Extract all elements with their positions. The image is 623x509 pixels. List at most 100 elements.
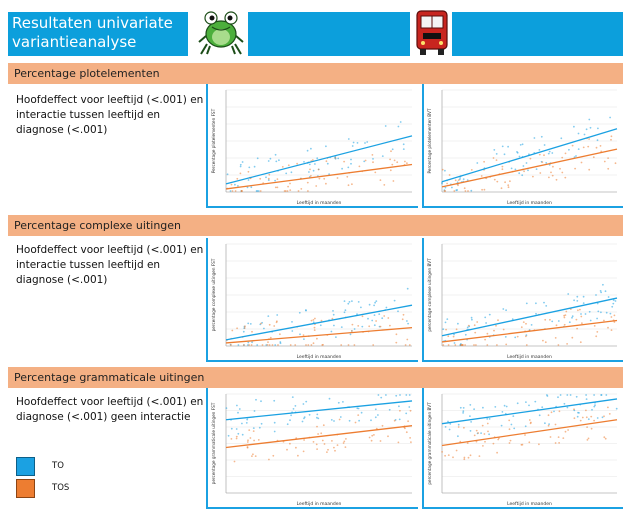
data-point — [597, 127, 599, 130]
data-point — [316, 416, 318, 419]
y-axis-label: percentage complexe uitingen FST — [211, 258, 216, 331]
data-point — [307, 190, 309, 192]
data-point — [548, 423, 550, 425]
data-point — [237, 432, 240, 435]
data-point — [408, 394, 411, 396]
data-point — [586, 426, 588, 428]
data-point — [514, 168, 517, 171]
data-point — [306, 181, 309, 184]
data-point — [234, 183, 236, 186]
data-point — [444, 426, 447, 428]
data-point — [559, 167, 561, 170]
data-point — [582, 146, 585, 149]
data-point — [611, 305, 614, 308]
data-point — [483, 188, 486, 191]
data-point — [316, 157, 319, 160]
data-point — [467, 190, 469, 192]
data-point — [368, 325, 371, 328]
data-point — [615, 407, 618, 410]
data-point — [317, 168, 320, 171]
data-point — [342, 442, 345, 444]
data-point — [544, 341, 547, 344]
data-point — [380, 396, 383, 399]
data-point — [502, 328, 505, 331]
data-point — [557, 320, 560, 322]
data-point — [305, 344, 307, 346]
data-point — [226, 173, 229, 176]
data-point — [473, 344, 475, 346]
data-point — [374, 408, 377, 411]
data-point — [377, 394, 380, 396]
data-point — [542, 339, 544, 342]
data-point — [564, 176, 567, 179]
data-point — [557, 436, 560, 438]
data-point — [357, 414, 360, 416]
data-point — [237, 185, 239, 187]
data-point — [318, 177, 321, 180]
data-point — [554, 442, 557, 444]
data-point — [525, 322, 527, 325]
data-point — [587, 418, 590, 421]
data-point — [543, 301, 545, 304]
data-point — [336, 444, 339, 446]
data-point — [344, 309, 347, 312]
data-point — [372, 344, 375, 346]
data-point — [501, 168, 504, 171]
data-point — [516, 151, 518, 153]
data-point — [373, 314, 376, 316]
data-point — [610, 138, 612, 141]
data-point — [343, 160, 345, 163]
data-point — [580, 315, 583, 318]
data-point — [575, 395, 578, 398]
data-point — [336, 177, 339, 179]
data-point — [373, 434, 375, 436]
data-point — [325, 160, 328, 163]
x-axis-label: Leeftijd in maanden — [507, 354, 552, 360]
data-point — [408, 344, 411, 346]
data-point — [303, 338, 305, 340]
data-point — [488, 313, 491, 316]
data-point — [388, 408, 391, 411]
data-point — [377, 414, 379, 416]
data-point — [389, 158, 391, 161]
data-point — [358, 165, 361, 168]
data-point — [551, 320, 554, 323]
data-point — [309, 168, 311, 171]
data-point — [495, 153, 498, 155]
data-point — [473, 324, 476, 327]
data-point — [552, 165, 554, 168]
data-point — [248, 429, 251, 431]
data-point — [375, 300, 378, 302]
data-point — [589, 319, 592, 322]
data-point — [455, 328, 458, 331]
header-strip — [452, 12, 623, 56]
data-point — [580, 161, 583, 164]
data-point — [268, 458, 270, 461]
data-point — [495, 324, 497, 327]
data-point — [455, 189, 458, 192]
data-point — [389, 324, 391, 327]
data-point — [265, 176, 267, 179]
data-point — [446, 182, 448, 185]
data-point — [273, 421, 276, 424]
data-point — [368, 303, 371, 306]
data-point — [596, 331, 599, 333]
data-point — [239, 172, 242, 175]
data-point — [551, 152, 554, 154]
data-point — [325, 145, 327, 148]
data-point — [447, 335, 450, 338]
data-point — [579, 341, 582, 344]
data-point — [392, 180, 395, 182]
data-point — [405, 431, 408, 434]
data-point — [593, 419, 595, 422]
data-point — [603, 415, 605, 418]
data-point — [372, 158, 374, 160]
data-point — [399, 409, 401, 412]
data-point — [408, 406, 411, 408]
data-point — [533, 137, 536, 139]
data-point — [409, 437, 411, 439]
data-point — [607, 157, 609, 159]
data-point — [374, 416, 377, 419]
fit-line-to — [441, 398, 618, 425]
data-point — [495, 159, 498, 161]
